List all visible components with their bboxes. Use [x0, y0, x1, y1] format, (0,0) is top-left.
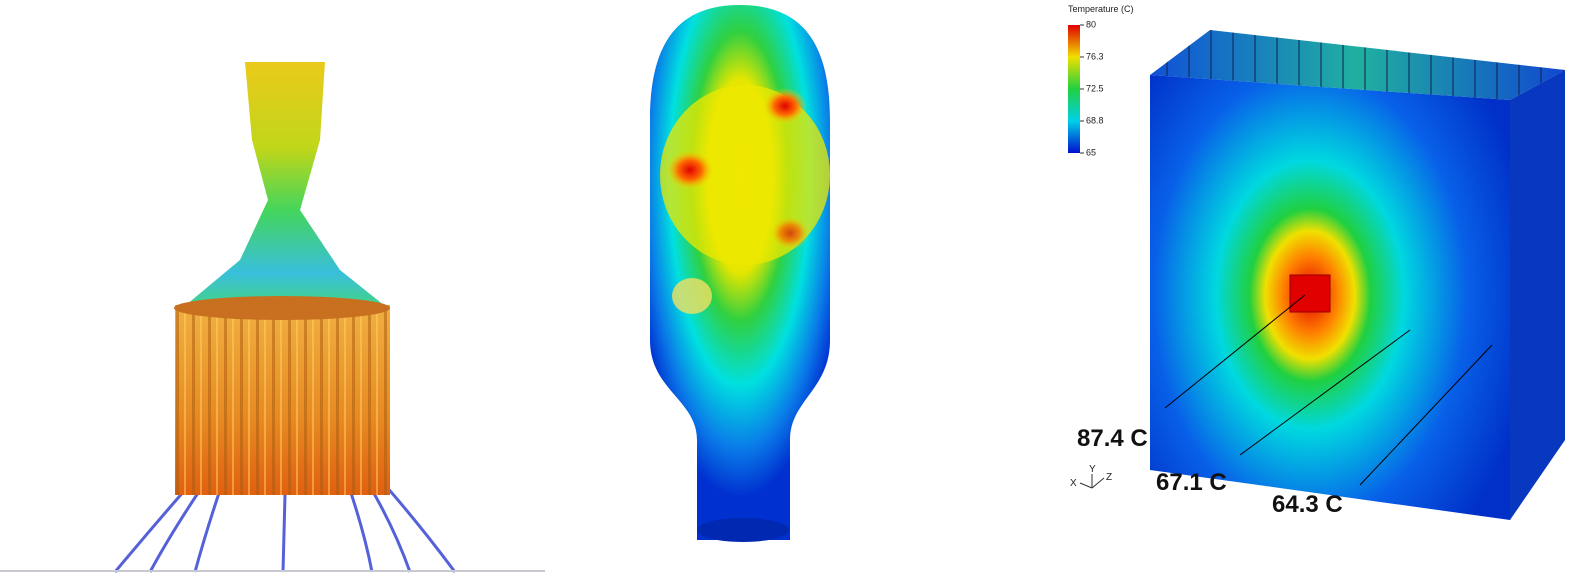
annotation: 87.4 C	[1077, 425, 1148, 452]
hot-spot	[763, 88, 807, 124]
colorbar	[1068, 25, 1080, 153]
axis-label: X	[1070, 478, 1077, 489]
colorbar-tick-label: 76.3	[1086, 51, 1104, 61]
scene: 87.4 C 67.1 C 64.3 C X Y Z Temperature (…	[0, 0, 1587, 579]
annotation: 67.1 C	[1156, 469, 1227, 496]
hot-spot	[770, 216, 810, 250]
colorbar-tick-label: 72.5	[1086, 83, 1104, 93]
streamlines	[115, 485, 455, 572]
colorbar-ticks: 80 76.3 72.5 68.8 65	[1080, 19, 1104, 157]
page: 87.4 C 67.1 C 64.3 C X Y Z Temperature (…	[0, 0, 1587, 579]
bulb-opening	[697, 518, 789, 542]
colorbar-title: Temperature (C)	[1068, 4, 1134, 14]
axes-triad	[1080, 474, 1104, 488]
warm-spot	[672, 278, 712, 314]
block-side	[1510, 70, 1565, 520]
axis-label: Z	[1106, 472, 1112, 483]
colorbar-tick-label: 80	[1086, 19, 1096, 29]
colorbar-tick-label: 65	[1086, 147, 1096, 157]
hot-spot	[666, 150, 714, 190]
heat-source	[1290, 275, 1330, 312]
heat-sink-fins	[175, 305, 390, 495]
heat-sink-top	[174, 296, 390, 320]
flow-arrows	[180, 62, 390, 310]
annotation: 64.3 C	[1272, 491, 1343, 518]
colorbar-tick-label: 68.8	[1086, 115, 1104, 125]
axis-label: Y	[1089, 464, 1096, 475]
